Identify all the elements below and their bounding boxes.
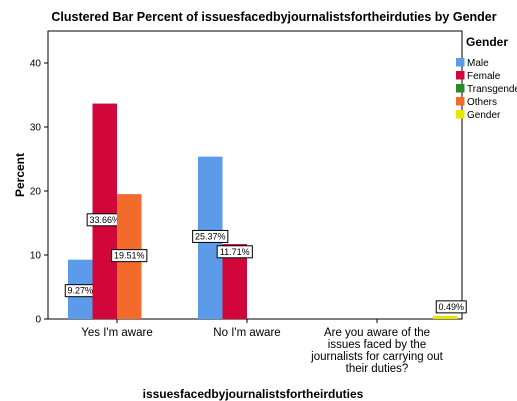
x-tick-label-line: journalists for carrying out	[310, 351, 443, 363]
data-label-box	[192, 229, 229, 243]
legend-swatch	[456, 71, 465, 80]
y-tick-label: 0	[35, 315, 41, 326]
legend-label: Gender	[467, 110, 501, 121]
data-label-text: 33.66%	[89, 215, 120, 225]
data-label-box	[111, 249, 148, 263]
data-label-box	[435, 300, 467, 314]
data-label-text: 19.51%	[114, 251, 145, 261]
legend-swatch	[456, 84, 465, 93]
data-label-text: 25.37%	[195, 231, 226, 241]
legend-entry: Transgender	[456, 84, 517, 95]
legend-entry: Others	[456, 97, 497, 108]
data-label-text: 9.27%	[67, 286, 93, 296]
data-label: 11.71%	[216, 245, 253, 259]
x-tick-label-line: issues faced by the	[328, 339, 426, 351]
legend-label: Others	[467, 97, 497, 108]
data-label-box	[216, 245, 253, 259]
chart-title: Clustered Bar Percent of issuesfacedbyjo…	[51, 10, 496, 24]
legend-title: Gender	[466, 35, 508, 49]
x-tick-label-line: Yes I'm aware	[81, 327, 152, 339]
plot-area: 0 10 20 30 40 9.27% 33.66% 19.51% 25.37% 11.71% 0.…	[30, 30, 467, 375]
data-label-text: 11.71%	[220, 247, 250, 257]
legend-label: Female	[467, 71, 501, 82]
data-label-text: 0.49%	[438, 302, 464, 312]
legend-label: Transgender	[467, 84, 517, 95]
x-tick-label: Are you aware of the issues faced by the j…	[310, 327, 443, 375]
x-axis-label: issuesfacedbyjournalistsfortheirduties	[143, 387, 364, 401]
data-label: 25.37%	[192, 229, 229, 243]
x-tick-label-line: their duties?	[346, 363, 409, 375]
y-tick-label: 10	[30, 251, 42, 262]
legend-swatch	[456, 58, 465, 67]
y-tick-label: 40	[30, 59, 42, 70]
data-label: 9.27%	[64, 284, 96, 298]
bar	[92, 103, 117, 320]
legend-entry: Female	[456, 71, 501, 82]
y-tick-label: 20	[30, 187, 42, 198]
y-tick-label: 30	[30, 123, 42, 134]
y-axis-label: Percent	[13, 153, 27, 197]
x-tick-label: Yes I'm aware	[81, 327, 152, 339]
legend-swatch	[456, 97, 465, 106]
legend-entry: Male	[456, 58, 489, 69]
legend-label: Male	[467, 58, 489, 69]
data-label: 19.51%	[111, 249, 148, 263]
legend-entry: Gender	[456, 110, 501, 121]
x-tick-label-line: Are you aware of the	[324, 327, 430, 339]
data-label: 0.49%	[435, 300, 467, 314]
x-tick-label: No I'm aware	[213, 327, 280, 339]
bar	[433, 315, 458, 319]
legend-swatch	[456, 110, 465, 119]
x-tick-label-line: No I'm aware	[213, 327, 280, 339]
legend: Male Female Transgender Others Gender	[456, 58, 517, 121]
